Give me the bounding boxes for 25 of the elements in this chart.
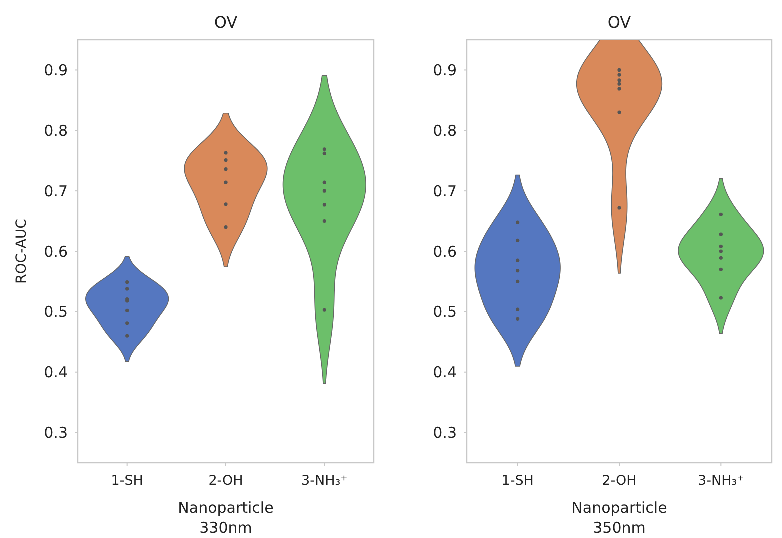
y-axis-title: ROC-AUC bbox=[14, 218, 30, 284]
y-tick-label: 0.6 bbox=[433, 242, 457, 261]
y-tick-label: 0.8 bbox=[433, 122, 457, 140]
x-tick-label: 2-OH bbox=[602, 473, 637, 489]
y-tick-label: 0.3 bbox=[44, 424, 68, 442]
x-tick-label: 3-NH₃⁺ bbox=[302, 473, 348, 489]
y-tick-label: 0.7 bbox=[44, 182, 68, 200]
x-tick-label: 1-SH bbox=[111, 473, 144, 489]
y-tick-label: 0.4 bbox=[44, 364, 68, 382]
chart-title: OV bbox=[608, 13, 632, 32]
x-axis-title: Nanoparticle 330nm bbox=[178, 499, 274, 537]
y-tick-label: 0.8 bbox=[44, 122, 68, 140]
y-tick-label: 0.6 bbox=[44, 242, 68, 261]
y-tick-label: 0.9 bbox=[433, 61, 457, 80]
x-tick-label: 1-SH bbox=[502, 473, 534, 489]
y-tick-label: 0.5 bbox=[44, 303, 68, 322]
y-tick-label: 0.4 bbox=[433, 364, 457, 382]
x-axis-title: Nanoparticle 350nm bbox=[572, 499, 668, 537]
x-tick-label: 3-NH₃⁺ bbox=[698, 473, 744, 489]
y-tick-label: 0.9 bbox=[44, 61, 68, 80]
y-tick-label: 0.7 bbox=[433, 182, 457, 200]
x-tick-label: 2-OH bbox=[208, 473, 244, 489]
y-tick-label: 0.3 bbox=[433, 424, 457, 442]
y-tick-label: 0.5 bbox=[433, 303, 457, 322]
chart-title: OV bbox=[214, 13, 238, 32]
